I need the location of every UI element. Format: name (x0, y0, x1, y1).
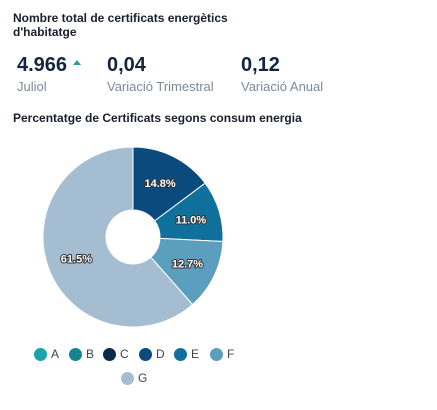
donut-chart: 14.8% 11.0% 12.7% 61.5% (42, 146, 224, 328)
kpi-annual: 0,12 Variació Anual (241, 54, 323, 94)
trend-up-icon (73, 59, 82, 65)
kpi-annual-value: 0,12 (241, 54, 280, 76)
legend-label: B (86, 347, 95, 361)
kpi-total: 4.966 Juliol (17, 54, 82, 94)
kpi-quarterly-label: Variació Trimestral (107, 79, 214, 94)
legend-item-A[interactable]: A (34, 347, 59, 361)
kpi-total-value-row: 4.966 (17, 54, 82, 76)
data-label-G: 61.5% (61, 253, 92, 265)
legend-item-G[interactable]: G (121, 371, 147, 385)
slice-G[interactable] (42, 146, 194, 328)
legend-marker-icon (34, 347, 47, 361)
legend-marker-icon (174, 347, 187, 361)
kpi-annual-label: Variació Anual (241, 79, 324, 94)
legend-marker-icon (210, 347, 223, 361)
legend-marker-icon (103, 347, 116, 361)
legend-item-C[interactable]: C (103, 347, 129, 361)
kpi-total-label: Juliol (17, 79, 47, 94)
legend-label: G (138, 371, 148, 385)
legend-marker-icon (121, 371, 134, 385)
data-label-F: 12.7% (172, 258, 203, 270)
data-label-D: 14.8% (145, 178, 176, 190)
data-label-E: 11.0% (176, 214, 207, 226)
kpi-total-value: 4.966 (17, 54, 68, 76)
legend-marker-icon (139, 347, 152, 361)
page-title: Nombre total de certificats energètics d… (13, 11, 228, 39)
legend-item-F[interactable]: F (210, 347, 234, 361)
slice-D[interactable] (132, 146, 206, 222)
legend-item-B[interactable]: B (69, 347, 94, 361)
legend-label: E (191, 347, 200, 361)
legend-item-D[interactable]: D (139, 347, 165, 361)
legend-label: C (120, 347, 129, 361)
chart-title: Percentatge de Certificats segons consum… (13, 111, 302, 125)
legend-item-E[interactable]: E (174, 347, 199, 361)
kpi-quarterly: 0,04 Variació Trimestral (107, 54, 214, 94)
slice-F[interactable] (150, 237, 224, 306)
legend-marker-icon (69, 347, 82, 361)
kpi-quarterly-value: 0,04 (107, 54, 146, 76)
legend-label: A (51, 347, 60, 361)
legend-label: D (156, 347, 165, 361)
legend-label: F (227, 347, 235, 361)
